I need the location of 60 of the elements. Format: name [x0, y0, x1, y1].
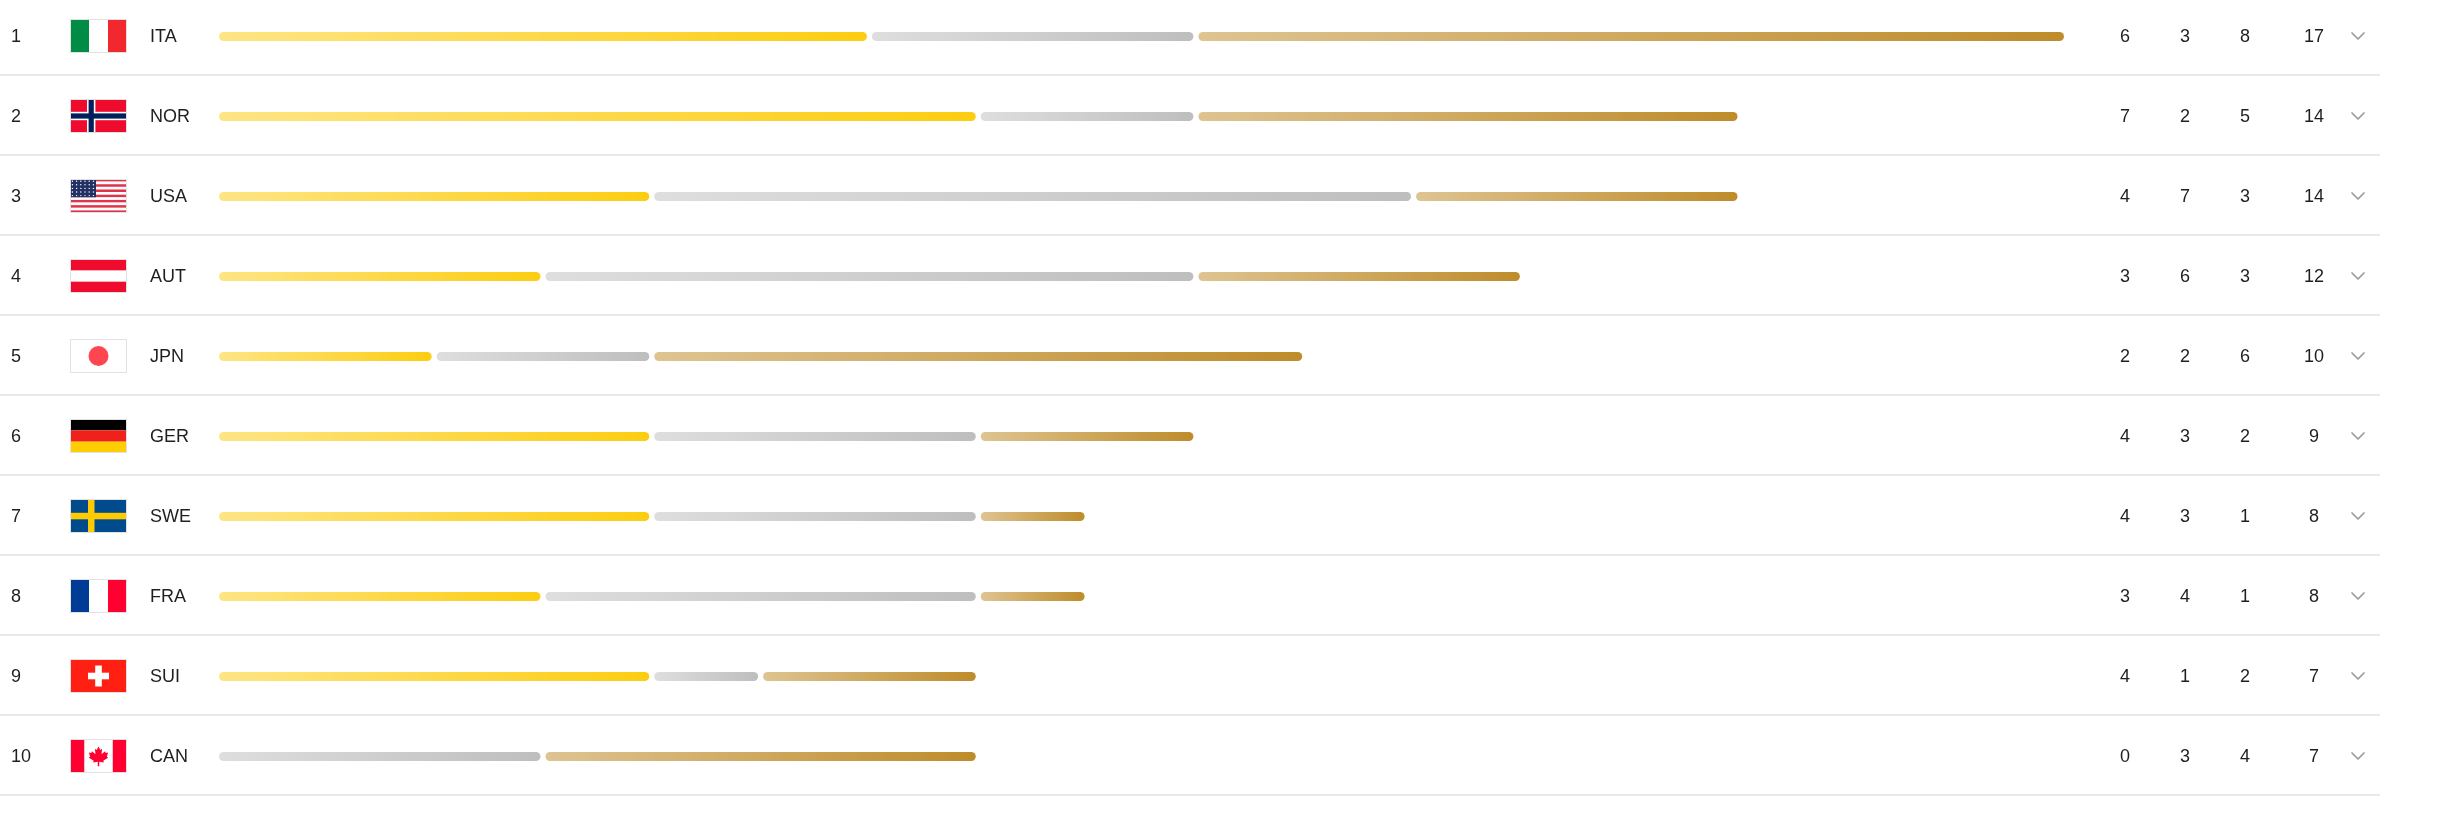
y-tick-label: FRA — [150, 586, 186, 607]
text: 9 — [11, 665, 22, 687]
text: 8 — [2308, 585, 2319, 607]
data-label: 3 — [2119, 265, 2130, 287]
data-label: 7 — [2179, 185, 2190, 207]
data-label: 4 — [2179, 585, 2190, 607]
data-label: 6 — [2119, 25, 2130, 47]
text: 17 — [2303, 25, 2325, 47]
data-label: 3 — [2179, 425, 2190, 447]
text: 1 — [11, 25, 22, 47]
text: 10 — [11, 745, 32, 767]
data-label: 4 — [2239, 745, 2250, 767]
data-label: 6 — [2179, 265, 2190, 287]
data-label: 2 — [2239, 665, 2250, 687]
y-tick-label: GER — [150, 426, 190, 447]
y-tick-label: ITA — [150, 26, 177, 47]
data-label: 3 — [2239, 185, 2250, 207]
text: 7 — [11, 505, 22, 527]
text: 3 — [11, 185, 22, 207]
data-label: 2 — [2239, 425, 2250, 447]
data-label: 3 — [2119, 585, 2130, 607]
text: 2 — [11, 105, 22, 127]
data-label: 4 — [2119, 185, 2130, 207]
data-label: 4 — [2119, 665, 2130, 687]
data-label: 3 — [2239, 265, 2250, 287]
text: 6 — [11, 425, 22, 447]
data-label: 3 — [2179, 25, 2190, 47]
y-tick-label: NOR — [150, 106, 190, 127]
text: 5 — [11, 345, 22, 367]
data-label: 3 — [2179, 745, 2190, 767]
data-label: 5 — [2239, 105, 2250, 127]
text: 7 — [2308, 665, 2319, 687]
data-label: 1 — [2239, 585, 2250, 607]
data-label: 3 — [2179, 505, 2190, 527]
y-tick-label: SWE — [150, 506, 192, 527]
data-label: 2 — [2119, 345, 2130, 367]
text: 14 — [2303, 105, 2325, 127]
y-tick-label: SUI — [150, 666, 181, 687]
data-label: 1 — [2239, 505, 2250, 527]
text: 8 — [11, 585, 22, 607]
text: 10 — [2303, 345, 2325, 367]
data-label: 1 — [2179, 665, 2190, 687]
y-tick-label: USA — [150, 186, 188, 207]
text: 12 — [2303, 265, 2325, 287]
text: 9 — [2308, 425, 2319, 447]
data-label: 2 — [2179, 345, 2190, 367]
text: 4 — [11, 265, 22, 287]
text: 8 — [2308, 505, 2319, 527]
y-tick-label: AUT — [150, 266, 186, 287]
data-label: 7 — [2119, 105, 2130, 127]
text: 7 — [2308, 745, 2319, 767]
y-tick-label: CAN — [150, 746, 189, 767]
data-label: 8 — [2239, 25, 2250, 47]
data-label: 2 — [2179, 105, 2190, 127]
data-label: 0 — [2119, 745, 2130, 767]
text: 14 — [2303, 185, 2325, 207]
data-label: 4 — [2119, 505, 2130, 527]
data-label: 4 — [2119, 425, 2130, 447]
data-label: 6 — [2239, 345, 2250, 367]
y-tick-label: JPN — [150, 346, 185, 367]
